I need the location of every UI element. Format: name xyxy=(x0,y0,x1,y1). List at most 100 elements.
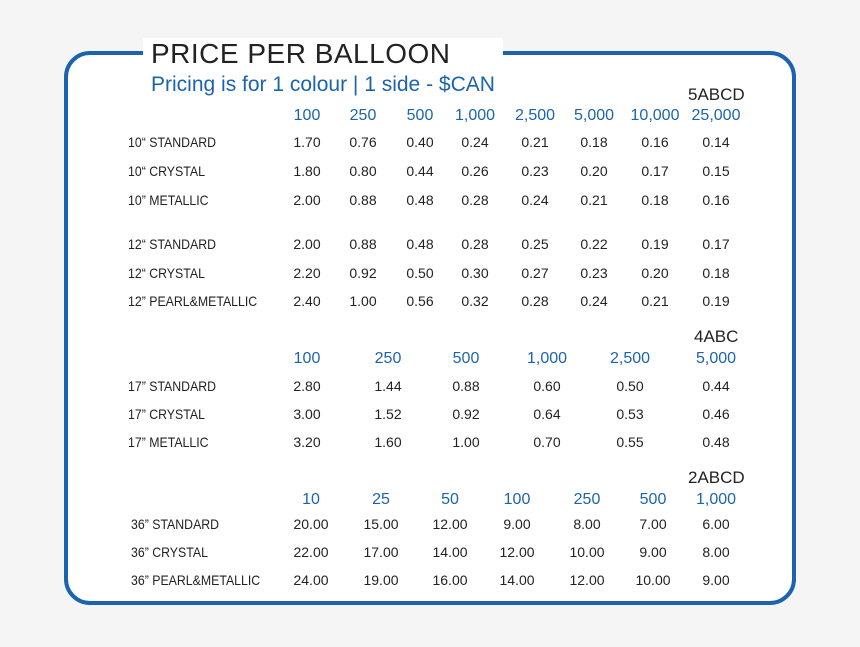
price-cell: 0.22 xyxy=(580,236,608,252)
price-card xyxy=(64,51,796,605)
price-cell: 0.60 xyxy=(533,378,561,394)
price-cell: 0.30 xyxy=(461,265,489,281)
price-cell: 22.00 xyxy=(293,544,329,560)
price-cell: 0.56 xyxy=(406,293,434,309)
page-subtitle: Pricing is for 1 colour | 1 side - $CAN xyxy=(151,73,495,96)
price-cell: 0.24 xyxy=(461,134,489,150)
price-cell: 7.00 xyxy=(639,516,667,532)
price-cell: 12.00 xyxy=(432,516,468,532)
quantity-header: 1,000 xyxy=(695,491,737,508)
quantity-header: 500 xyxy=(639,491,667,508)
quantity-header: 2,500 xyxy=(609,350,651,367)
price-cell: 0.80 xyxy=(349,163,377,179)
price-cell: 0.24 xyxy=(521,192,549,208)
price-cell: 0.28 xyxy=(461,236,489,252)
price-cell: 14.00 xyxy=(499,572,535,588)
price-cell: 12.00 xyxy=(499,544,535,560)
price-cell: 0.21 xyxy=(580,192,608,208)
price-cell: 2.20 xyxy=(293,265,321,281)
price-cell: 6.00 xyxy=(702,516,730,532)
balloon-type-label: 36” STANDARD xyxy=(131,516,220,532)
price-cell: 24.00 xyxy=(293,572,329,588)
quantity-header: 100 xyxy=(293,350,321,367)
quantity-header: 10,000 xyxy=(630,107,680,124)
quantity-header: 5,000 xyxy=(695,350,737,367)
price-cell: 0.26 xyxy=(461,163,489,179)
price-cell: 0.15 xyxy=(702,163,730,179)
price-cell: 9.00 xyxy=(503,516,531,532)
price-cell: 9.00 xyxy=(639,544,667,560)
price-cell: 0.55 xyxy=(616,434,644,450)
price-cell: 8.00 xyxy=(702,544,730,560)
title-block: PRICE PER BALLOON Pricing is for 1 colou… xyxy=(143,38,503,98)
price-cell: 0.76 xyxy=(349,134,377,150)
price-cell: 0.23 xyxy=(580,265,608,281)
balloon-type-label: 12“ CRYSTAL xyxy=(128,265,205,281)
page-title: PRICE PER BALLOON xyxy=(151,38,451,69)
price-cell: 3.20 xyxy=(293,434,321,450)
price-cell: 0.27 xyxy=(521,265,549,281)
price-cell: 0.48 xyxy=(702,434,730,450)
price-cell: 12.00 xyxy=(569,572,605,588)
price-cell: 0.32 xyxy=(461,293,489,309)
price-cell: 0.44 xyxy=(702,378,730,394)
price-cell: 10.00 xyxy=(635,572,671,588)
balloon-type-label: 10” METALLIC xyxy=(128,192,209,208)
balloon-type-label: 12” PEARL&METALLIC xyxy=(128,293,258,309)
balloon-type-label: 36” CRYSTAL xyxy=(131,544,208,560)
price-cell: 0.23 xyxy=(521,163,549,179)
price-cell: 0.48 xyxy=(406,236,434,252)
price-cell: 0.17 xyxy=(641,163,669,179)
quantity-header: 250 xyxy=(573,491,601,508)
price-cell: 2.00 xyxy=(293,192,321,208)
price-cell: 9.00 xyxy=(702,572,730,588)
section-code: 4ABC xyxy=(694,327,739,346)
quantity-header: 100 xyxy=(503,491,531,508)
price-cell: 0.28 xyxy=(461,192,489,208)
price-cell: 0.88 xyxy=(349,192,377,208)
quantity-header: 25 xyxy=(372,491,390,508)
price-cell: 0.18 xyxy=(641,192,669,208)
balloon-type-label: 10“ CRYSTAL xyxy=(128,163,205,179)
quantity-header: 10 xyxy=(302,491,320,508)
quantity-header: 250 xyxy=(349,107,377,124)
price-cell: 0.19 xyxy=(702,293,730,309)
price-cell: 2.80 xyxy=(293,378,321,394)
price-cell: 17.00 xyxy=(363,544,399,560)
price-cell: 3.00 xyxy=(293,406,321,422)
price-cell: 16.00 xyxy=(432,572,468,588)
price-cell: 0.17 xyxy=(702,236,730,252)
price-cell: 0.70 xyxy=(533,434,561,450)
quantity-header: 500 xyxy=(452,350,480,367)
price-cell: 1.44 xyxy=(374,378,402,394)
price-cell: 8.00 xyxy=(573,516,601,532)
price-cell: 0.25 xyxy=(521,236,549,252)
price-cell: 0.48 xyxy=(406,192,434,208)
price-cell: 2.00 xyxy=(293,236,321,252)
quantity-header: 1,000 xyxy=(454,107,496,124)
price-cell: 0.14 xyxy=(702,134,730,150)
balloon-type-label: 36” PEARL&METALLIC xyxy=(131,572,261,588)
quantity-header: 500 xyxy=(406,107,434,124)
price-cell: 0.18 xyxy=(702,265,730,281)
price-cell: 0.44 xyxy=(406,163,434,179)
price-cell: 0.20 xyxy=(641,265,669,281)
price-cell: 1.00 xyxy=(452,434,480,450)
price-cell: 0.21 xyxy=(521,134,549,150)
price-cell: 0.50 xyxy=(406,265,434,281)
section-code: 2ABCD xyxy=(688,468,745,487)
price-cell: 0.20 xyxy=(580,163,608,179)
price-cell: 0.92 xyxy=(349,265,377,281)
price-cell: 1.80 xyxy=(293,163,321,179)
price-cell: 0.46 xyxy=(702,406,730,422)
quantity-header: 1,000 xyxy=(526,350,568,367)
price-cell: 1.52 xyxy=(374,406,402,422)
price-cell: 0.18 xyxy=(580,134,608,150)
price-cell: 1.00 xyxy=(349,293,377,309)
price-cell: 2.40 xyxy=(293,293,321,309)
price-cell: 1.70 xyxy=(293,134,321,150)
price-cell: 0.24 xyxy=(580,293,608,309)
quantity-header: 25,000 xyxy=(691,107,741,124)
price-cell: 0.21 xyxy=(641,293,669,309)
price-cell: 0.88 xyxy=(452,378,480,394)
